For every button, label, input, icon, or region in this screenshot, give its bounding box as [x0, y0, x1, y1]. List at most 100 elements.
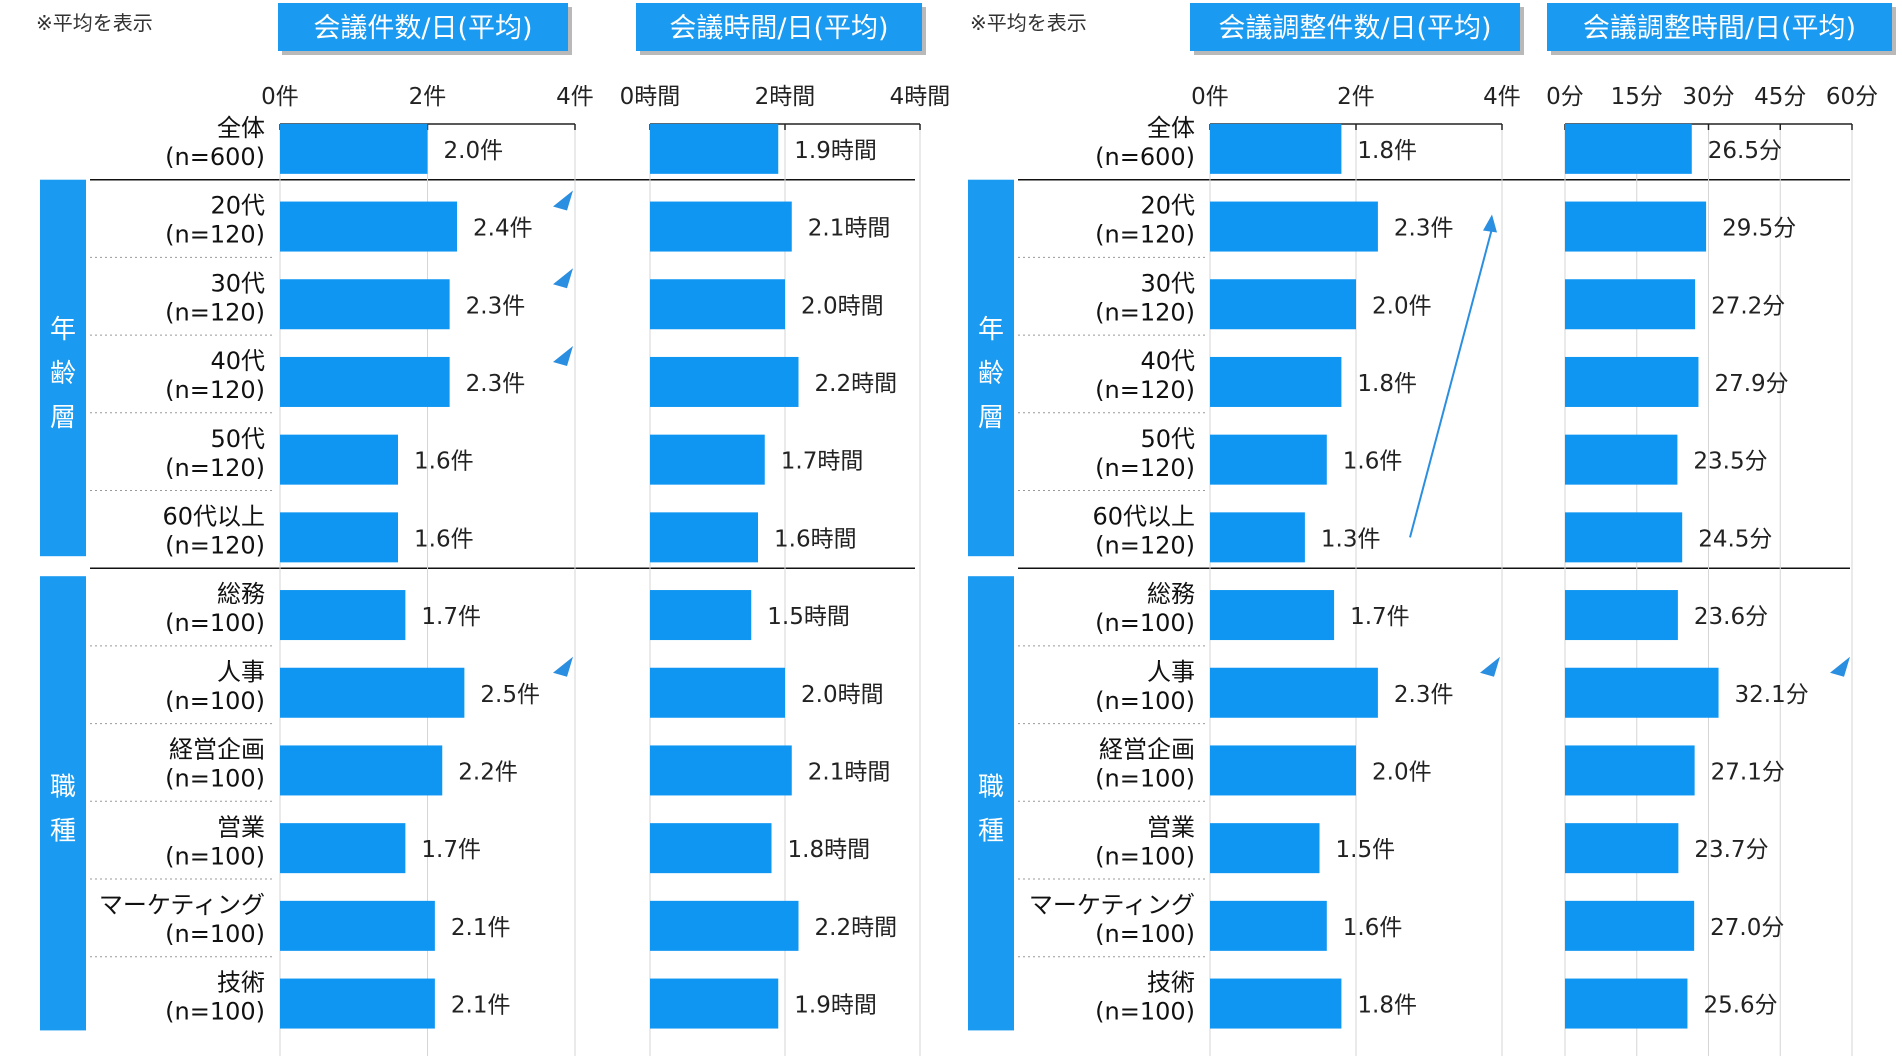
bar: [280, 900, 435, 951]
bar: [1210, 356, 1342, 407]
group-label-age-char: 年: [50, 315, 76, 345]
group-label-job-char: 職: [978, 772, 1004, 802]
row-label-name: 30代: [1140, 269, 1195, 297]
increase-marker: [553, 345, 573, 366]
bar: [1210, 123, 1342, 174]
bar: [280, 123, 428, 174]
bar: [1210, 201, 1378, 252]
bar-value-label: 1.7件: [421, 837, 481, 863]
row-label-name: 20代: [210, 192, 265, 220]
row-label-n: (n=100): [1095, 842, 1195, 870]
bar-value-label: 1.7時間: [781, 449, 864, 475]
bar: [1565, 978, 1688, 1029]
row-label-n: (n=120): [165, 221, 265, 249]
bar-value-label: 1.9時間: [794, 993, 877, 1019]
row-label-name: 60代以上: [1092, 503, 1195, 531]
bar: [650, 590, 752, 641]
panel-header: [1190, 3, 1520, 51]
bar-value-label: 25.6分: [1703, 993, 1777, 1019]
bar-value-label: 27.0分: [1710, 915, 1784, 941]
row-label-n: (n=120): [1095, 221, 1195, 249]
row-label-name: マーケティング: [99, 891, 265, 919]
bar: [650, 978, 779, 1029]
panel-header: [278, 3, 568, 51]
group-label-age-char: 層: [978, 403, 1004, 433]
row-label-n: (n=100): [1095, 998, 1195, 1026]
tick-label: 0時間: [620, 84, 681, 110]
note-right: ※平均を表示: [970, 11, 1087, 35]
bar: [1565, 512, 1683, 563]
trend-arrow-head: [1483, 214, 1497, 233]
bar-value-label: 23.5分: [1693, 449, 1767, 475]
bar-value-label: 32.1分: [1735, 682, 1809, 708]
row-label-n: (n=120): [165, 376, 265, 404]
row-label-n: (n=100): [1095, 609, 1195, 637]
group-label-age-char: 齢: [50, 359, 76, 389]
bar-value-label: 2.3件: [466, 371, 526, 397]
bar-value-label: 23.6分: [1694, 604, 1768, 630]
row-label-name: 経営企画: [1099, 736, 1195, 764]
row-label-n: (n=120): [1095, 454, 1195, 482]
group-label-age-char: 層: [50, 403, 76, 433]
group-label-job-char: 種: [50, 816, 76, 846]
panel-title: 会議調整件数/日(平均): [1218, 13, 1491, 44]
bar-value-label: 1.8件: [1357, 371, 1417, 397]
tick-label: 0件: [261, 84, 299, 110]
bar-value-label: 1.9時間: [794, 138, 877, 164]
bar-value-label: 1.8時間: [788, 837, 871, 863]
bar-value-label: 24.5分: [1698, 526, 1772, 552]
bar-value-label: 2.0時間: [801, 293, 884, 319]
bar: [1565, 900, 1695, 951]
bar: [650, 745, 792, 796]
bar: [280, 356, 450, 407]
tick-label: 2件: [1337, 84, 1375, 110]
bar-value-label: 2.2時間: [815, 371, 898, 397]
bar-value-label: 1.6件: [1343, 915, 1403, 941]
bar: [650, 434, 765, 485]
bar-value-label: 23.7分: [1694, 837, 1768, 863]
bar: [280, 201, 457, 252]
bar: [1210, 434, 1327, 485]
bar: [280, 978, 435, 1029]
bar-value-label: 2.1時間: [808, 759, 891, 785]
row-label-name: 総務: [1147, 580, 1195, 608]
bar: [1565, 434, 1678, 485]
row-label-name: 営業: [1147, 813, 1195, 841]
row-label-n: (n=120): [165, 532, 265, 560]
row-label-n: (n=120): [165, 454, 265, 482]
bar-value-label: 1.5時間: [767, 604, 850, 630]
row-label-n: (n=100): [165, 687, 265, 715]
bar: [1210, 512, 1305, 563]
row-label-n: (n=120): [1095, 376, 1195, 404]
row-label-n: (n=600): [1095, 143, 1195, 171]
panel-header: [1547, 3, 1892, 51]
bar: [1565, 279, 1696, 330]
row-label-name: 総務: [217, 580, 265, 608]
row-label-n: (n=120): [165, 298, 265, 326]
bar-value-label: 1.5件: [1336, 837, 1396, 863]
bar-value-label: 1.6件: [414, 449, 474, 475]
increase-marker: [553, 656, 573, 677]
bar: [650, 667, 785, 718]
bar-value-label: 2.2時間: [815, 915, 898, 941]
bar: [650, 123, 779, 174]
bar: [650, 900, 799, 951]
bar-value-label: 26.5分: [1708, 138, 1782, 164]
row-label-n: (n=100): [1095, 687, 1195, 715]
row-label-n: (n=120): [1095, 532, 1195, 560]
bar: [280, 512, 398, 563]
group-label-age-char: 年: [978, 315, 1004, 345]
row-label-name: 技術: [1147, 969, 1195, 997]
bar-value-label: 1.7件: [1350, 604, 1410, 630]
row-label-name: マーケティング: [1029, 891, 1195, 919]
tick-label: 0分: [1546, 84, 1584, 110]
row-label-n: (n=120): [1095, 298, 1195, 326]
row-label-name: 技術: [217, 969, 265, 997]
bar: [1565, 356, 1699, 407]
bar: [280, 745, 443, 796]
bar-value-label: 2.1時間: [808, 216, 891, 242]
row-label-name: 全体: [217, 114, 265, 142]
bar-value-label: 2.0時間: [801, 682, 884, 708]
bar: [280, 823, 406, 874]
bar-value-label: 2.4件: [473, 216, 533, 242]
